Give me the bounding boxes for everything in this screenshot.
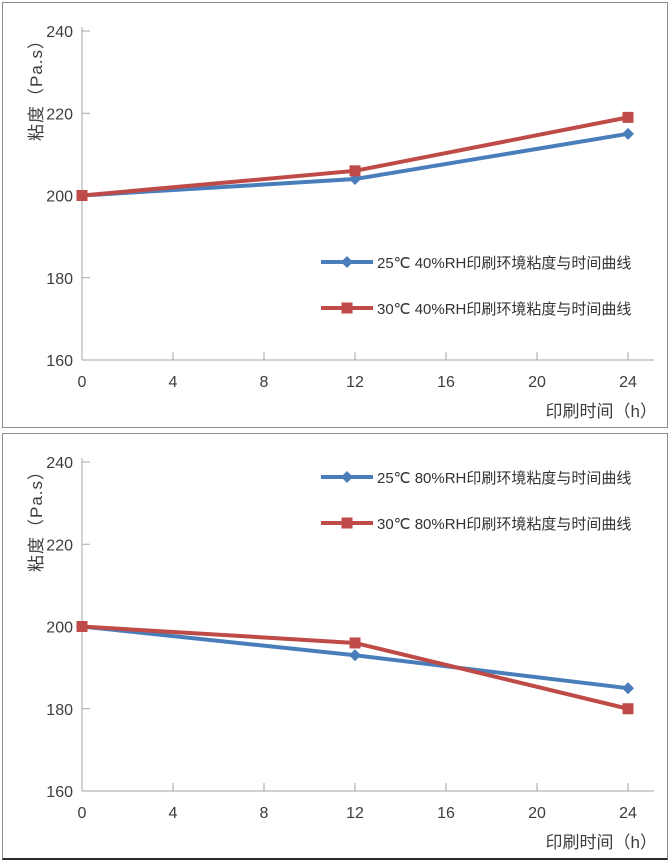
x-tick-label: 8: [260, 374, 269, 391]
square-marker-icon: [341, 517, 353, 529]
legend: 25℃ 80%RH印刷环境粘度与时间曲线 30℃ 80%RH印刷环境粘度与时间曲…: [321, 468, 651, 560]
legend-label: 25℃ 80%RH印刷环境粘度与时间曲线: [377, 469, 632, 487]
legend-marker-red-square-icon: [321, 302, 373, 314]
line-chart-40rh: 160 180 200 220 240 0 4 8 12 16 20 24: [46, 24, 654, 391]
legend-label: 30℃ 80%RH印刷环境粘度与时间曲线: [377, 515, 632, 533]
legend-marker-red-square-icon: [321, 517, 373, 529]
y-tick-label: 200: [46, 189, 73, 206]
y-axis-title: 粘度（Pa.s）: [27, 30, 46, 142]
diamond-marker-icon: [341, 471, 353, 483]
x-tick-label: 20: [528, 805, 546, 822]
y-tick-label: 240: [46, 455, 73, 472]
square-marker-icon: [622, 111, 634, 123]
chart-panel-40rh: 160 180 200 220 240 0 4 8 12 16 20 24 粘度（Pa.s） 印刷时间…: [2, 2, 668, 428]
legend: 25℃ 40%RH印刷环境粘度与时间曲线 30℃ 40%RH印刷环境粘度与时间曲…: [321, 253, 651, 345]
y-tick-label: 180: [46, 702, 73, 719]
legend-item-30c-80rh: 30℃ 80%RH印刷环境粘度与时间曲线: [321, 514, 651, 533]
x-tick-label: 12: [346, 374, 364, 391]
legend-marker-blue-diamond-icon: [321, 256, 373, 268]
x-tick-label: 16: [437, 374, 455, 391]
legend-label: 25℃ 40%RH印刷环境粘度与时间曲线: [377, 254, 632, 272]
square-marker-icon: [76, 621, 88, 632]
y-tick-label: 220: [46, 537, 73, 554]
y-axis-title: 粘度（Pa.s）: [27, 461, 46, 573]
x-tick-label: 8: [260, 805, 269, 822]
x-tick-label: 24: [619, 374, 637, 391]
x-tick-label: 12: [346, 805, 364, 822]
square-marker-icon: [76, 190, 88, 201]
diamond-marker-icon: [622, 127, 634, 140]
y-tick-label: 220: [46, 106, 73, 123]
legend-item-30c-40rh: 30℃ 40%RH印刷环境粘度与时间曲线: [321, 299, 651, 318]
square-marker-icon: [349, 165, 361, 177]
x-tick-label: 4: [169, 374, 178, 391]
x-tick-label: 20: [528, 374, 546, 391]
legend-marker-blue-diamond-icon: [321, 471, 373, 483]
x-axis-title: 印刷时间（h）: [545, 833, 657, 852]
x-tick-label: 4: [169, 805, 178, 822]
square-marker-icon: [622, 703, 634, 715]
x-tick-label: 0: [78, 805, 87, 822]
chart-panel-80rh: 160 180 200 220 240 0 4 8 12 16 20 24 粘度（Pa.s） 印刷时间…: [2, 433, 668, 860]
x-tick-label: 16: [437, 805, 455, 822]
square-marker-icon: [349, 637, 361, 649]
legend-label: 30℃ 40%RH印刷环境粘度与时间曲线: [377, 300, 632, 318]
diamond-marker-icon: [349, 649, 361, 662]
x-tick-label: 0: [78, 374, 87, 391]
y-tick-label: 160: [46, 353, 73, 370]
diamond-marker-icon: [341, 256, 353, 268]
legend-item-25c-40rh: 25℃ 40%RH印刷环境粘度与时间曲线: [321, 253, 651, 272]
legend-item-25c-80rh: 25℃ 80%RH印刷环境粘度与时间曲线: [321, 468, 651, 487]
y-tick-label: 180: [46, 271, 73, 288]
x-axis-title: 印刷时间（h）: [545, 402, 657, 421]
x-tick-label: 24: [619, 805, 637, 822]
square-marker-icon: [341, 302, 353, 314]
y-tick-label: 160: [46, 784, 73, 801]
y-tick-label: 200: [46, 620, 73, 637]
diamond-marker-icon: [622, 682, 634, 695]
y-tick-label: 240: [46, 24, 73, 41]
line-chart-80rh: 160 180 200 220 240 0 4 8 12 16 20 24: [46, 455, 654, 822]
